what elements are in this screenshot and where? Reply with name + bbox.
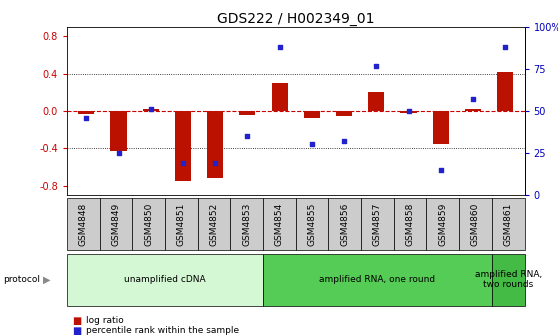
Text: GSM4854: GSM4854 bbox=[275, 203, 284, 246]
Point bbox=[307, 142, 316, 147]
Text: percentile rank within the sample: percentile rank within the sample bbox=[86, 327, 239, 335]
Text: GSM4859: GSM4859 bbox=[439, 203, 448, 246]
Text: ■: ■ bbox=[73, 326, 82, 336]
Text: log ratio: log ratio bbox=[86, 317, 124, 325]
Text: amplified RNA,
two rounds: amplified RNA, two rounds bbox=[474, 270, 542, 289]
Point bbox=[146, 107, 155, 112]
Bar bbox=[368, 92, 384, 111]
Point bbox=[372, 63, 381, 68]
Text: GSM4852: GSM4852 bbox=[210, 203, 219, 246]
Point bbox=[211, 160, 220, 166]
Point bbox=[114, 150, 123, 156]
Point bbox=[501, 44, 509, 50]
Text: ■: ■ bbox=[73, 316, 82, 326]
Text: GSM4857: GSM4857 bbox=[373, 203, 382, 246]
Text: GSM4850: GSM4850 bbox=[144, 203, 153, 246]
Point bbox=[243, 133, 252, 139]
Bar bbox=[143, 109, 159, 111]
Bar bbox=[175, 111, 191, 181]
Bar bbox=[78, 111, 94, 114]
Text: amplified RNA, one round: amplified RNA, one round bbox=[319, 275, 435, 284]
Bar bbox=[304, 111, 320, 118]
Bar bbox=[110, 111, 127, 151]
Point bbox=[340, 138, 349, 144]
Text: GSM4853: GSM4853 bbox=[242, 203, 251, 246]
Text: ▶: ▶ bbox=[43, 275, 50, 285]
Bar bbox=[497, 72, 513, 111]
Text: GSM4861: GSM4861 bbox=[504, 203, 513, 246]
Point bbox=[179, 160, 187, 166]
Bar bbox=[272, 83, 288, 111]
Point bbox=[436, 167, 445, 172]
Text: GSM4858: GSM4858 bbox=[406, 203, 415, 246]
Point bbox=[275, 44, 284, 50]
Text: GSM4851: GSM4851 bbox=[177, 203, 186, 246]
Bar bbox=[207, 111, 223, 178]
Text: unamplified cDNA: unamplified cDNA bbox=[124, 275, 206, 284]
Text: GSM4856: GSM4856 bbox=[340, 203, 349, 246]
Bar bbox=[336, 111, 352, 116]
Point bbox=[82, 115, 91, 120]
Point bbox=[469, 96, 478, 102]
Bar bbox=[432, 111, 449, 143]
Text: GSM4849: GSM4849 bbox=[112, 203, 121, 246]
Title: GDS222 / H002349_01: GDS222 / H002349_01 bbox=[217, 12, 374, 26]
Text: protocol: protocol bbox=[3, 275, 40, 284]
Bar bbox=[239, 111, 256, 115]
Bar bbox=[401, 111, 417, 113]
Point bbox=[404, 108, 413, 114]
Text: GSM4848: GSM4848 bbox=[79, 203, 88, 246]
Text: GSM4855: GSM4855 bbox=[307, 203, 316, 246]
Text: GSM4860: GSM4860 bbox=[471, 203, 480, 246]
Bar bbox=[465, 109, 481, 111]
